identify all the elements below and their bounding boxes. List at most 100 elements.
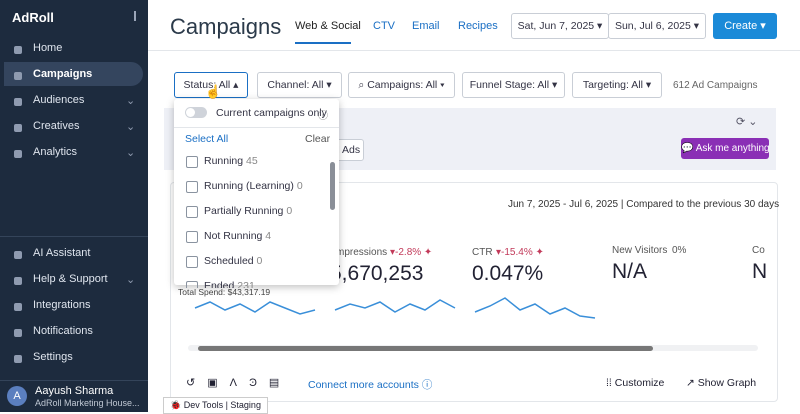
option-label: Scheduled — [204, 255, 254, 267]
toggle-knob — [186, 108, 195, 117]
clear[interactable]: Clear — [305, 133, 331, 145]
option-count: 0 — [296, 180, 303, 192]
checkbox[interactable] — [186, 281, 198, 288]
nav-icon — [14, 98, 22, 106]
logo[interactable]: AdRoll — [12, 10, 54, 25]
checkbox[interactable] — [186, 256, 198, 268]
option[interactable]: Partially Running 0 — [204, 205, 292, 217]
filter[interactable]: Status: All ▴ — [174, 72, 248, 98]
tab[interactable]: CTV — [373, 20, 395, 32]
filter[interactable]: Channel: All ▾ — [257, 72, 342, 98]
sparkline — [194, 301, 316, 315]
nav-item[interactable]: Notifications — [33, 325, 93, 337]
refresh-icon[interactable]: ⟳ ⌄ — [736, 116, 758, 128]
option[interactable]: Ended 231 — [204, 280, 255, 288]
tab[interactable]: Recipes — [458, 20, 498, 32]
sparklines — [194, 297, 596, 319]
avatar[interactable]: A — [7, 386, 27, 406]
nav-item[interactable]: Settings — [33, 351, 73, 363]
option-count: 0 — [256, 255, 263, 267]
cursor: ☝ — [205, 84, 222, 99]
nav-icon — [14, 72, 22, 80]
user-org: AdRoll Marketing House... — [35, 398, 140, 408]
divider — [174, 127, 339, 128]
checkbox[interactable] — [186, 181, 198, 193]
dropdown-scrollbar[interactable] — [330, 162, 335, 210]
ask-button[interactable]: 💬 Ask me anything — [681, 138, 770, 159]
filter[interactable]: Targeting: All ▾ — [572, 72, 662, 98]
option-label: Not Running — [204, 230, 263, 242]
checkbox[interactable] — [186, 206, 198, 218]
checkbox[interactable] — [186, 231, 198, 243]
channel-icons: ↺▣ΛϿ▤ — [186, 377, 292, 389]
start-date-text: Sat, Jun 7, 2025 — [517, 20, 595, 32]
show-graph[interactable]: ↗ Show Graph — [686, 377, 757, 389]
option[interactable]: Not Running 4 — [204, 230, 271, 242]
option[interactable]: Running (Learning) 0 — [204, 180, 303, 192]
nav-icon — [14, 277, 22, 285]
nav-item[interactable]: Campaigns — [33, 68, 93, 80]
metric-name: Co — [752, 245, 765, 256]
divider — [0, 380, 148, 381]
metric-value: 5,670,253 — [330, 262, 424, 285]
scroll-thumb[interactable] — [198, 346, 653, 351]
summary-card — [170, 182, 778, 402]
option-label: Ended — [204, 280, 235, 288]
select-all[interactable]: Select All — [185, 133, 229, 145]
nav-icon — [14, 355, 22, 363]
start-date[interactable]: Sat, Jun 7, 2025 ▾ — [511, 13, 609, 39]
nav-item[interactable]: Analytics — [33, 146, 78, 158]
dev-tag[interactable]: 🐞 Dev Tools | Staging — [163, 397, 268, 414]
page-title: Campaigns — [170, 14, 282, 39]
filter[interactable]: ⌕ Campaigns: All ▾ — [348, 72, 455, 98]
metric-name: New Visitors — [612, 245, 668, 256]
metric-value: N/A — [612, 260, 648, 283]
filter-text: Funnel Stage: All — [469, 79, 550, 91]
connect-text: Connect more accounts — [308, 379, 419, 391]
active-highlight — [4, 62, 143, 86]
dev-left: Dev Tools — [183, 400, 224, 410]
customize[interactable]: ⁞⁞ Customize — [606, 377, 665, 389]
option-count: 4 — [265, 230, 272, 242]
filter[interactable]: Funnel Stage: All ▾ — [462, 72, 565, 98]
end-date-text: Sun, Jul 6, 2025 — [614, 20, 691, 32]
connect-link[interactable]: Connect more accounts ⓘ — [308, 379, 433, 391]
chevron: ⌄ — [126, 95, 136, 107]
sidebar: AdRoll Home Campaigns Audiences ⌄ Creatives ⌄… — [0, 0, 148, 412]
tab[interactable]: Web & Social — [295, 20, 361, 32]
create-text: Create — [724, 20, 758, 32]
nav-item[interactable]: Audiences — [33, 94, 85, 106]
metric-change: ▾-2.8% ✦ — [390, 247, 433, 258]
nav-item[interactable]: Home — [33, 42, 63, 54]
end-date[interactable]: Sun, Jul 6, 2025 ▾ — [608, 13, 706, 39]
nav-item[interactable]: Creatives — [33, 120, 80, 132]
option-label: Running — [204, 155, 244, 167]
nav-icon — [14, 124, 22, 132]
ask-text: Ask me anything — [695, 143, 770, 154]
tab[interactable]: Email — [412, 20, 440, 32]
nav-item[interactable]: Integrations — [33, 299, 91, 311]
campaign-count: 612 Ad Campaigns — [673, 80, 758, 91]
metric-change: ▾-15.4% ✦ — [496, 247, 544, 258]
chevron: ⌄ — [126, 121, 136, 133]
checkbox[interactable] — [186, 156, 198, 168]
nav-item[interactable]: Help & Support — [33, 273, 108, 285]
total-spend: Total Spend: $43,317.19 — [178, 287, 271, 297]
nav-icon — [14, 46, 22, 54]
metric-name: CTR — [472, 247, 493, 258]
sparkline — [334, 299, 456, 313]
option[interactable]: Running 45 — [204, 155, 258, 167]
collapse-icon[interactable] — [124, 11, 136, 21]
create-button[interactable]: Create ▾ — [713, 13, 777, 39]
option[interactable]: Scheduled 0 — [204, 255, 262, 267]
dev-right: Staging — [230, 400, 261, 410]
metric-name: mpressions — [336, 247, 388, 258]
nav-item[interactable]: AI Assistant — [33, 247, 91, 259]
filter-text: Targeting: All — [582, 79, 643, 91]
nav-icon — [14, 150, 22, 158]
toggle[interactable] — [185, 107, 207, 118]
filter-text: Channel: All — [267, 79, 324, 91]
option-label: Running (Learning) — [204, 180, 294, 192]
nav-icon — [14, 303, 22, 311]
